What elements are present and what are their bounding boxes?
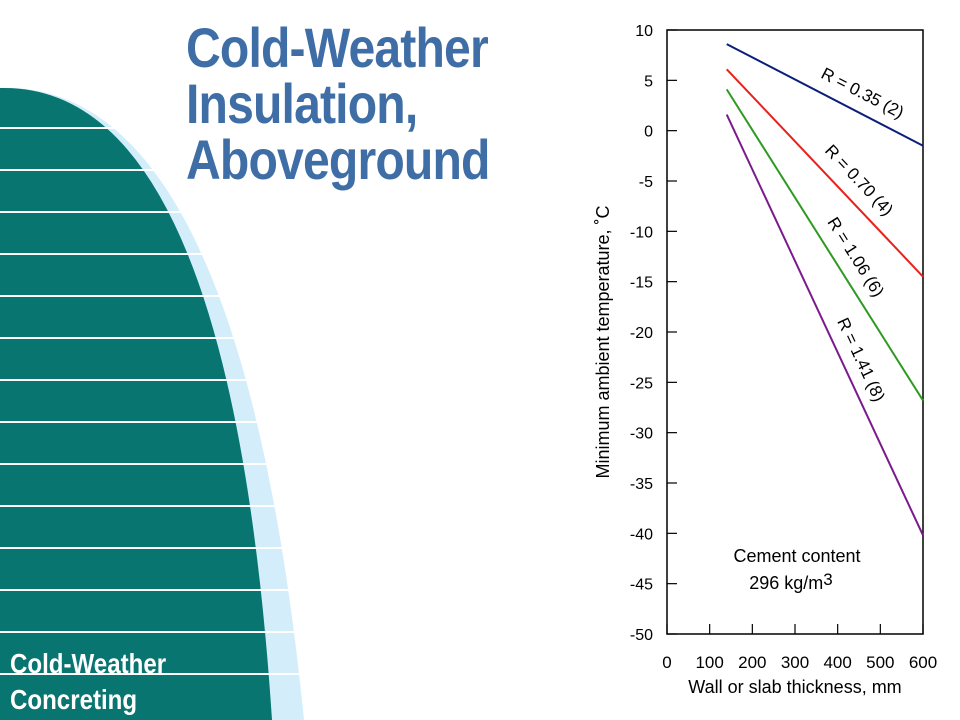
x-tick-label: 600 (909, 653, 937, 672)
footer-label: Cold-Weather Concreting (10, 646, 166, 718)
slide-title: Cold-Weather Insulation, Aboveground (186, 20, 490, 188)
y-tick-label: -20 (630, 325, 653, 342)
y-tick-label: 0 (644, 124, 653, 141)
footer-line-1: Cold-Weather (10, 648, 167, 679)
series-line-2 (726, 68, 924, 278)
y-tick-label: -10 (630, 224, 653, 241)
x-tick-label: 400 (823, 653, 851, 672)
y-axis-label: Minimum ambient temperature, ˚C (593, 205, 613, 478)
y-tick-label: -50 (630, 627, 653, 644)
y-tick-label: -45 (630, 577, 653, 594)
series-line-1 (726, 43, 924, 147)
dome-stripes (0, 127, 320, 675)
annotation-superscript: 3 (823, 570, 832, 589)
y-tick-label: 10 (635, 23, 653, 40)
dome-shape (0, 87, 272, 720)
footer-line-2: Concreting (10, 684, 138, 715)
x-tick-label: 200 (738, 653, 766, 672)
series-lines (725, 43, 924, 536)
title-line-1: Cold-Weather (186, 16, 489, 79)
y-tick-label: -15 (630, 275, 653, 292)
y-tick-label: -35 (630, 476, 653, 493)
annotation-line-1: Cement content (733, 546, 860, 566)
decorative-dome (0, 87, 320, 720)
series-line-3 (725, 88, 924, 401)
plot-frame (666, 29, 924, 635)
x-tick-label: 500 (866, 653, 894, 672)
title-line-3: Aboveground (186, 128, 490, 191)
x-tick-label: 300 (781, 653, 809, 672)
y-tick-label: -25 (630, 375, 653, 392)
x-tick-label: 100 (695, 653, 723, 672)
annotation-line-2: 296 kg/m3 (749, 570, 833, 593)
x-axis-ticks: 0 100 200 300 400 500 600 (662, 624, 937, 672)
y-tick-label: -40 (630, 526, 653, 543)
annotation-unit: 296 kg/m (749, 573, 823, 593)
y-tick-label: -5 (639, 174, 653, 191)
x-axis-label: Wall or slab thickness, mm (688, 677, 901, 697)
y-tick-label: 5 (644, 73, 653, 90)
y-axis-ticks: 10 5 0 -5 -10 -15 -20 -25 -30 -35 -40 -45 -50 (630, 23, 677, 644)
x-tick-label: 0 (662, 653, 671, 672)
title-line-2: Insulation, (186, 72, 418, 135)
series-line-4 (725, 114, 924, 536)
y-tick-label: -30 (630, 426, 653, 443)
